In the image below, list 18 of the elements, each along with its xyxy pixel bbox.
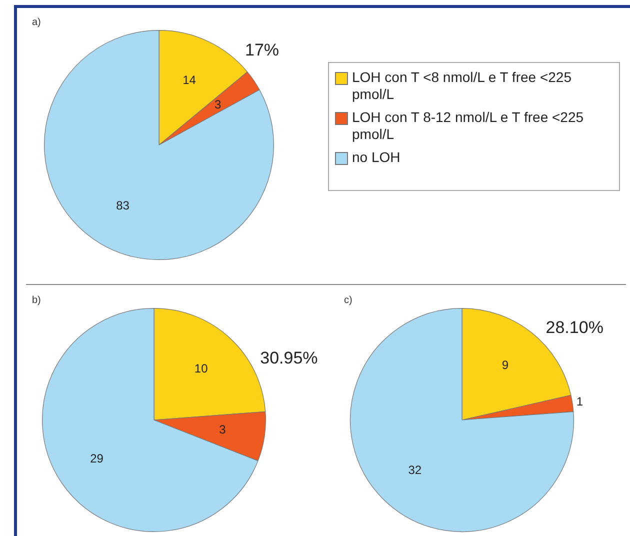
legend-label: no LOH (352, 149, 400, 166)
data-label: 14 (182, 72, 196, 87)
chart-title: a) (32, 16, 41, 28)
data-label: 32 (408, 463, 422, 478)
data-label: 10 (194, 362, 208, 376)
chart-title: b) (32, 294, 41, 306)
data-label: 3 (214, 97, 222, 112)
legend-label: LOH con T <8 nmol/L e T free <225 pmol/L (352, 69, 572, 103)
data-label: 29 (90, 451, 104, 466)
legend-label: LOH con T 8-12 nmol/L e T free <225 pmol/L (352, 109, 585, 143)
data-label: 9 (502, 358, 509, 372)
chart-title: c) (344, 294, 352, 306)
text: 30.95% (260, 348, 318, 368)
text: 28.10% (546, 318, 604, 338)
data-label: 83 (116, 198, 130, 213)
data-label: 3 (219, 422, 226, 437)
data-label: 1 (576, 394, 584, 408)
text: 17% (245, 40, 280, 60)
